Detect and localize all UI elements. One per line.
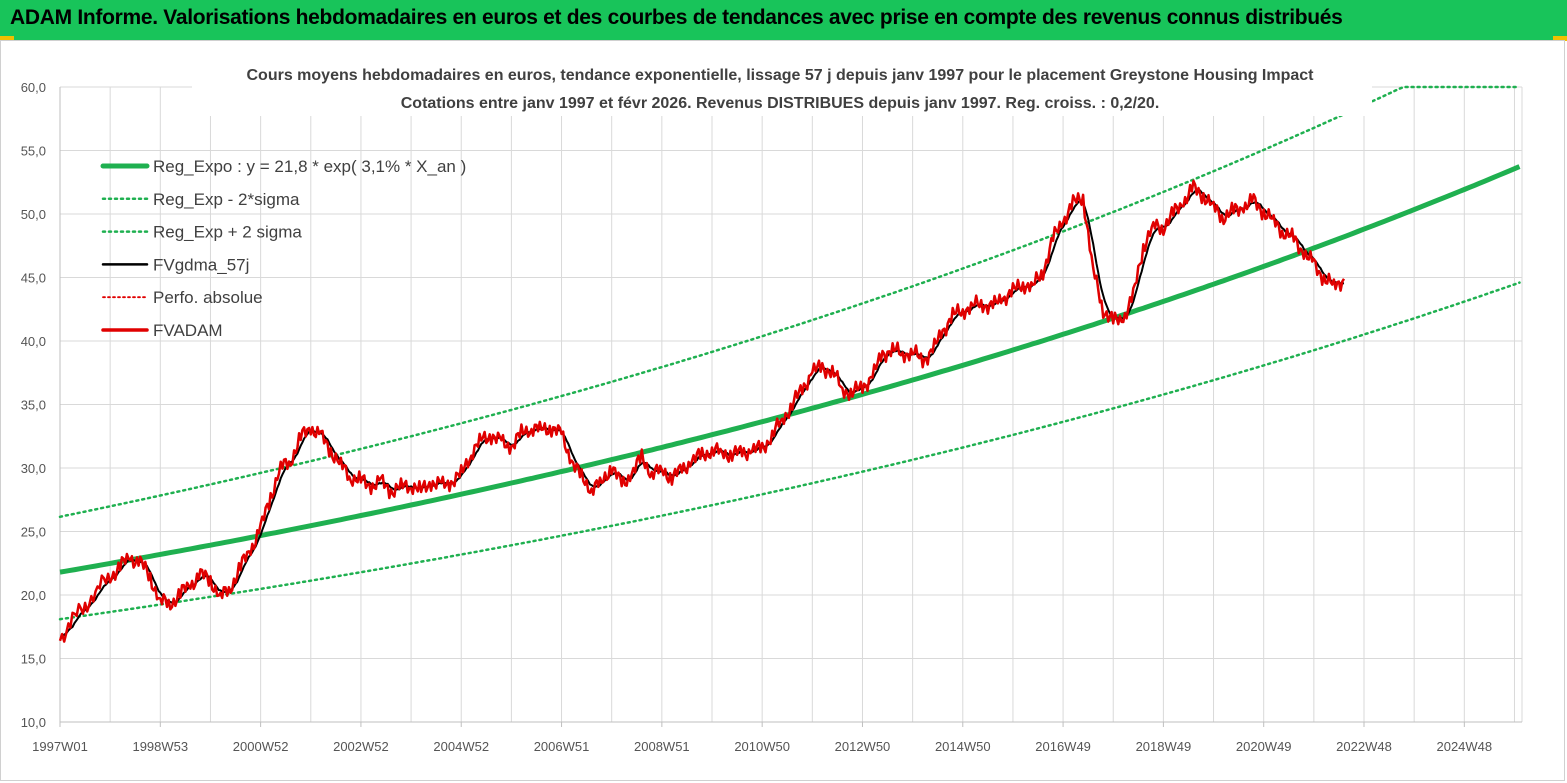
series-fvadam [58,179,1346,643]
y-tick-label: 50,0 [21,207,46,222]
x-tick-label: 2006W51 [534,739,590,754]
legend-label-fvadam: FVADAM [153,321,223,340]
x-tick-label: 2004W52 [433,739,489,754]
y-tick-label: 15,0 [21,652,46,667]
x-tick-label: 2014W50 [935,739,991,754]
chart-frame [0,40,1565,781]
y-tick-label: 40,0 [21,334,46,349]
chart-title-line-2: Cotations entre janv 1997 et févr 2026. … [401,95,1160,112]
x-tick-label: 2016W49 [1035,739,1091,754]
x-tick-label: 1998W53 [132,739,188,754]
y-tick-label: 25,0 [21,525,46,540]
series-layer [58,85,1521,644]
y-tick-label: 35,0 [21,398,46,413]
x-tick-label: 2012W50 [835,739,891,754]
x-tick-label: 2020W49 [1236,739,1292,754]
x-tick-label: 2010W50 [734,739,790,754]
legend-label-sigma_minus: Reg_Exp - 2*sigma [153,190,300,209]
x-tick-label: 2008W51 [634,739,690,754]
y-tick-label: 55,0 [21,144,46,159]
y-tick-label: 20,0 [21,588,46,603]
x-tick-label: 2018W49 [1136,739,1192,754]
x-tick-label: 2024W48 [1436,739,1492,754]
axes: 10,0 15,0 20,0 25,0 30,0 35,0 40,0 45,0 50,0 55,0… [21,80,1522,754]
y-tick-label: 45,0 [21,271,46,286]
y-tick-label: 60,0 [21,80,46,95]
legend-label-reg_expo: Reg_Expo : y = 21,8 * exp( 3,1% * X_an ) [153,157,466,176]
x-tick-label: 1997W01 [32,739,88,754]
banner-accent-left [0,36,14,41]
legend: Reg_Expo : y = 21,8 * exp( 3,1% * X_an )… [100,157,466,340]
legend-label-perfo: Perfo. absolue [153,288,263,307]
header-banner: ADAM Informe. Valorisations hebdomadaire… [0,0,1567,40]
series-fvgdma [59,189,1345,640]
legend-label-fvgdma: FVgdma_57j [153,255,249,274]
x-tick-label: 2000W52 [233,739,289,754]
x-tick-label: 2002W52 [333,739,389,754]
y-tick-label: 30,0 [21,461,46,476]
chart-title-line-1: Cours moyens hebdomadaires en euros, ten… [247,67,1315,84]
series-perfo-absolue [59,178,1345,644]
x-tick-label: 2022W48 [1336,739,1392,754]
series-sigma-plus [58,85,1521,519]
legend-label-sigma_plus: Reg_Exp + 2 sigma [153,223,302,242]
page-title: ADAM Informe. Valorisations hebdomadaire… [10,6,1343,29]
y-tick-label: 10,0 [21,715,46,730]
banner-accent-right [1553,36,1567,41]
chart-title-background [192,60,1372,116]
series-sigma-minus [58,281,1521,621]
